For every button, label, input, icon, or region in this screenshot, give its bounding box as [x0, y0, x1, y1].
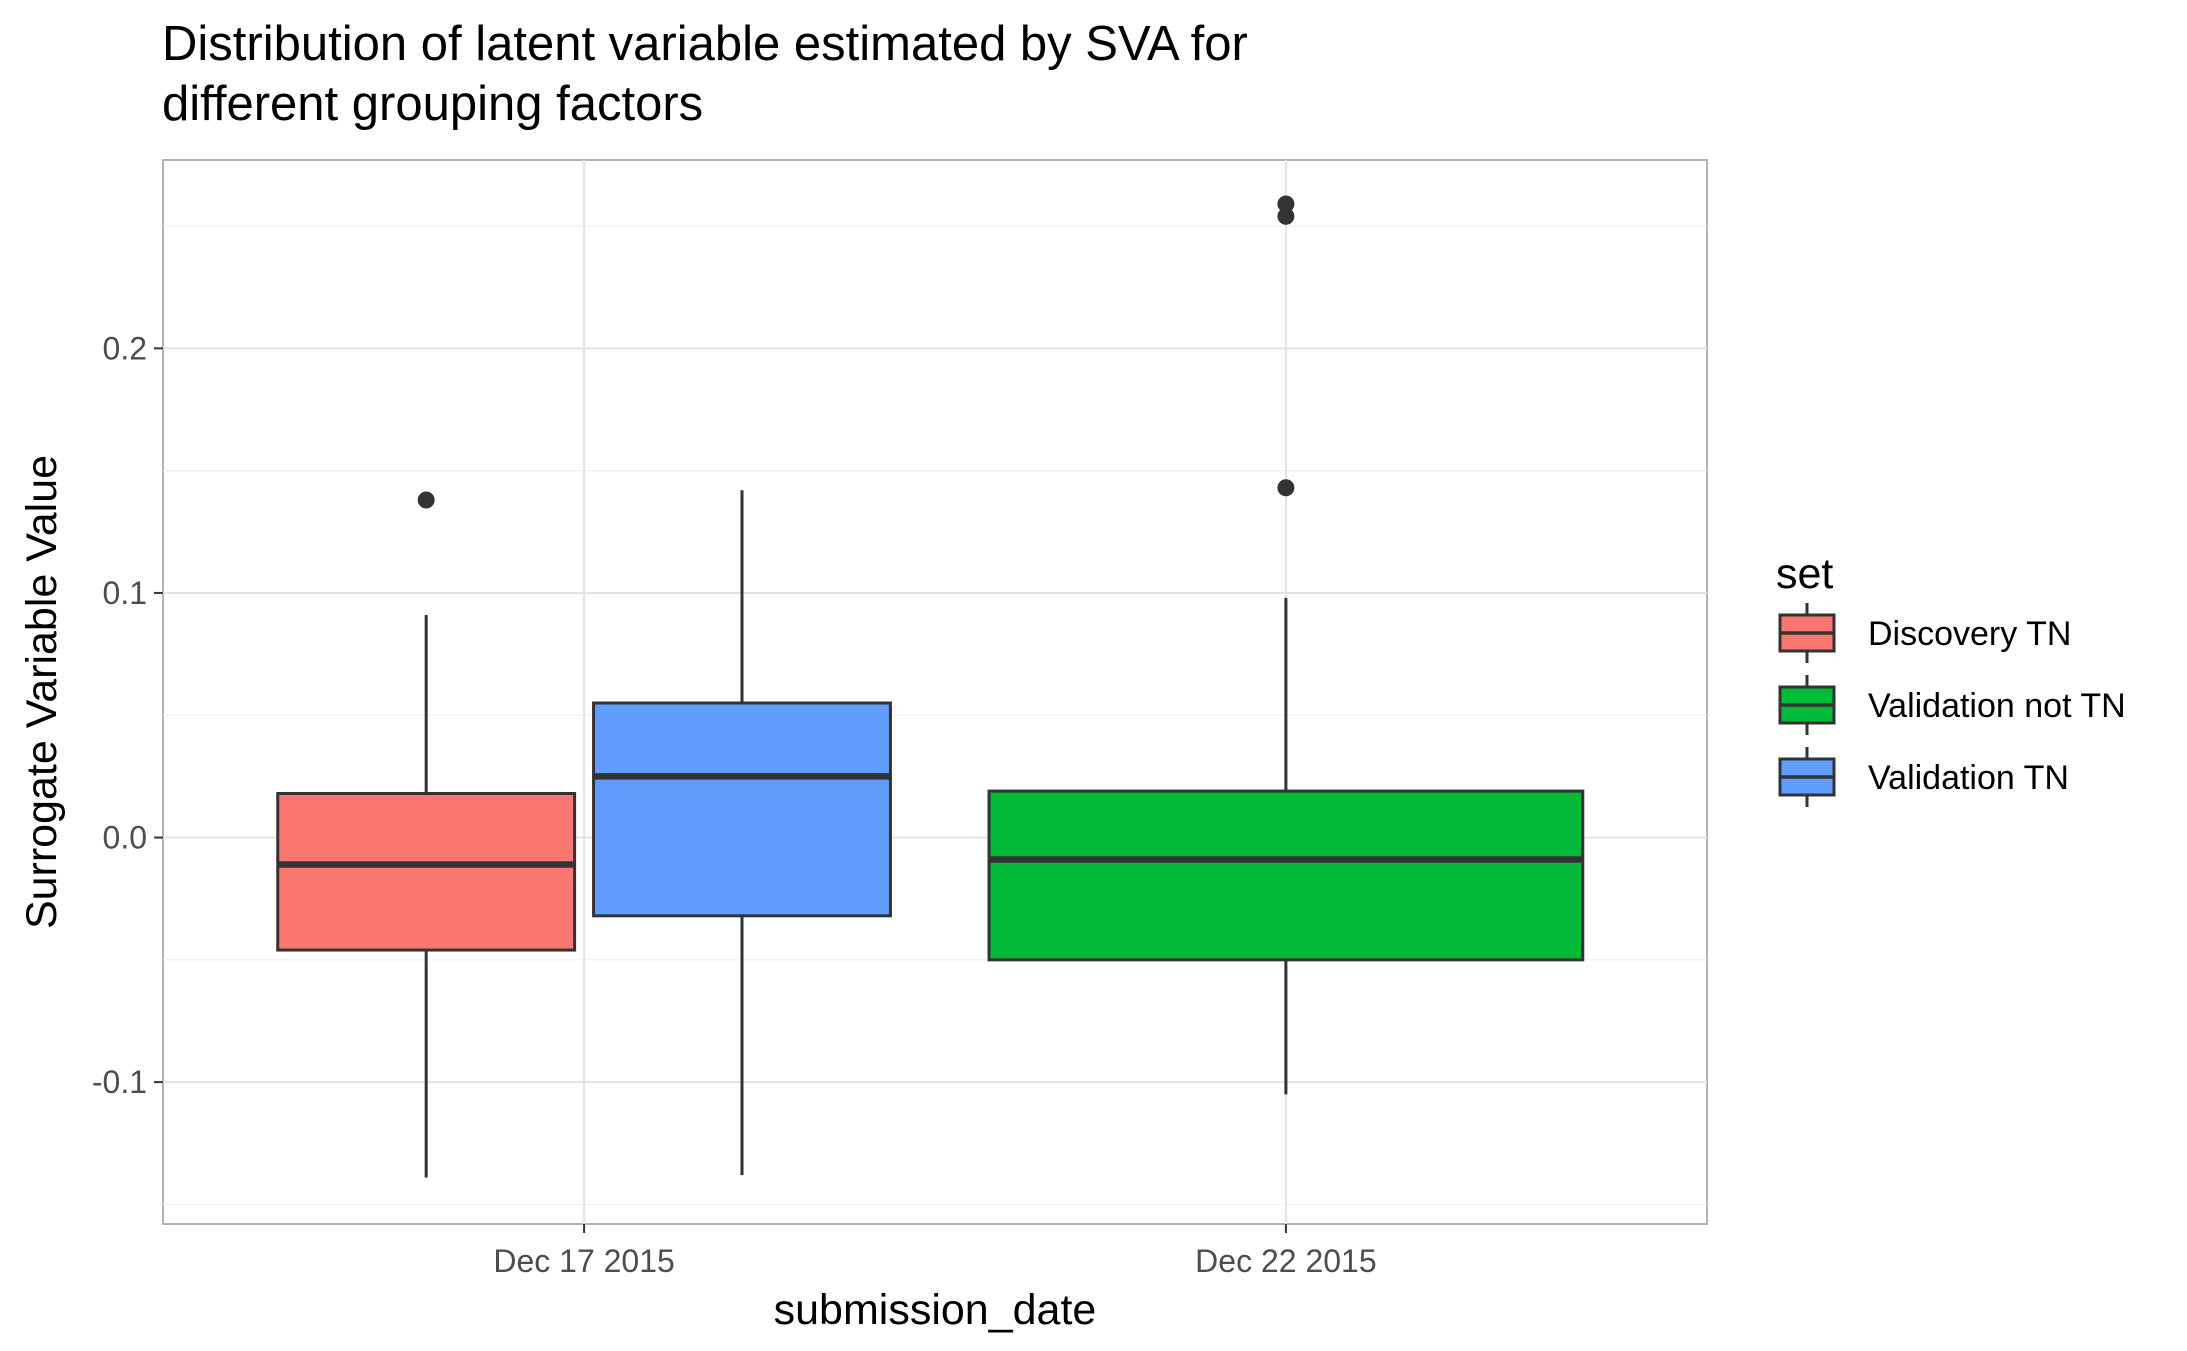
y-tick-label: -0.1 — [92, 1064, 147, 1100]
chart-title-line-1: Distribution of latent variable estimate… — [162, 17, 1248, 71]
legend-title: set — [1776, 550, 1833, 598]
legend-label: Validation not TN — [1868, 687, 2126, 725]
box-iqr — [276, 792, 577, 952]
y-axis-title: Surrogate Variable Value — [18, 455, 66, 929]
legend-label: Validation TN — [1868, 759, 2069, 797]
x-tick-label: Dec 22 2015 — [1195, 1243, 1376, 1279]
box-iqr — [592, 701, 892, 918]
outlier-point — [417, 491, 435, 509]
box-marks — [276, 195, 1585, 1178]
outlier-point — [1277, 207, 1295, 225]
plot-panel — [162, 159, 1708, 1225]
legend-item-validation-not-tn: Validation not TN — [1778, 675, 2126, 735]
x-axis: Dec 17 2015 Dec 22 2015 — [493, 1224, 1377, 1279]
box-discovery-tn-dec-17-2015 — [276, 491, 577, 1178]
legend-label: Discovery TN — [1868, 615, 2071, 653]
y-tick-label: 0.0 — [103, 820, 147, 856]
x-tick-label: Dec 17 2015 — [493, 1243, 674, 1279]
legend: Discovery TN Validation not TN Validation … — [1778, 603, 2126, 807]
outlier-point — [1277, 195, 1295, 213]
chart-title-line-2: different grouping factors — [162, 77, 703, 131]
y-axis: -0.1 0.0 0.1 0.2 — [92, 330, 163, 1100]
outlier-point — [1277, 479, 1295, 497]
y-tick-label: 0.2 — [103, 330, 147, 366]
box-iqr — [987, 789, 1585, 962]
box-validation-not-tn-dec-22-2015 — [987, 195, 1585, 1095]
legend-item-validation-tn: Validation TN — [1778, 747, 2069, 807]
y-tick-label: 0.1 — [103, 575, 147, 611]
x-axis-title: submission_date — [774, 1286, 1097, 1334]
legend-item-discovery-tn: Discovery TN — [1778, 603, 2071, 663]
box-validation-tn-dec-17-2015 — [592, 490, 892, 1176]
